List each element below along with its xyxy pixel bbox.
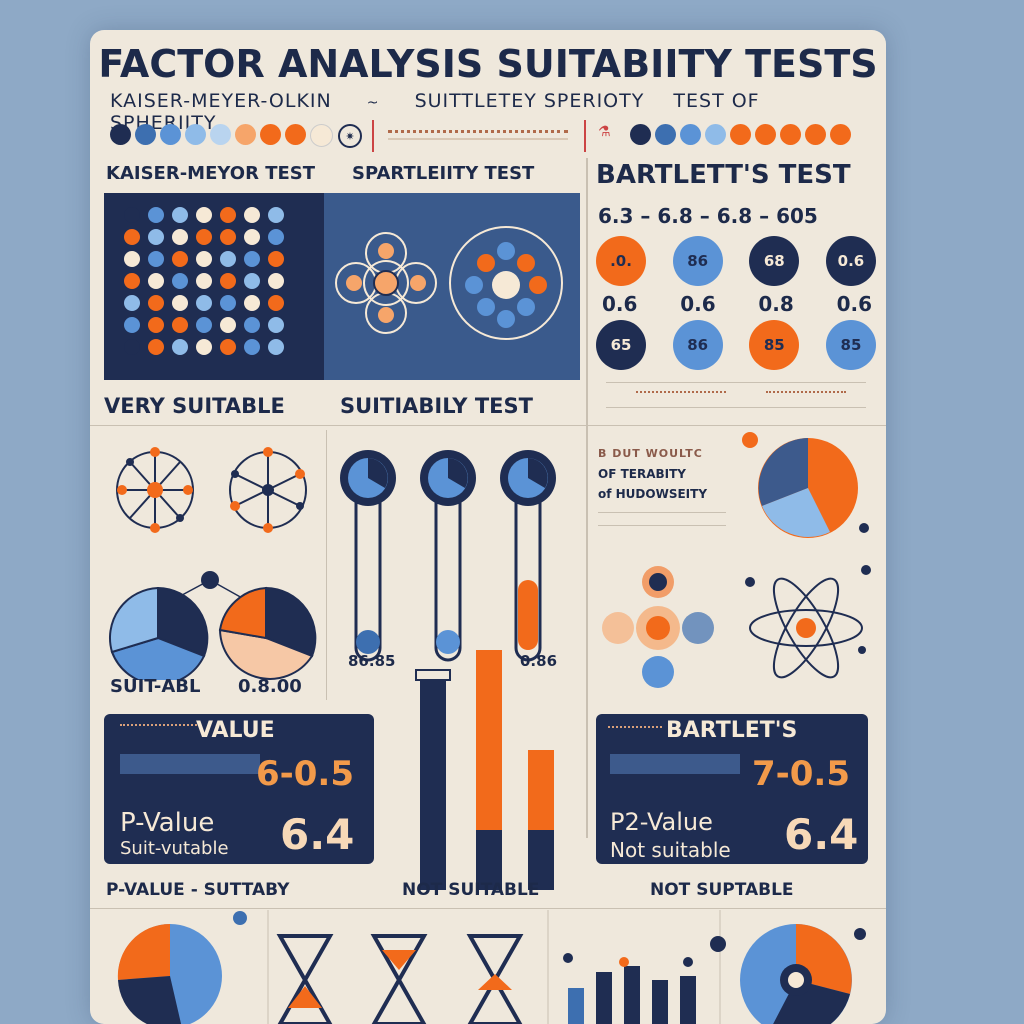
page-title: FACTOR ANALYSIS SUITABIITY TESTS (98, 42, 878, 86)
row-divider (90, 908, 886, 909)
small-print-box (372, 120, 586, 152)
result-range: 6-0.5 (256, 754, 354, 794)
kmo-test-label: KAISER-MEYOR TEST (106, 163, 316, 184)
bottom-label-right: NOT SUPTABLE (650, 880, 794, 900)
bartlett-circle: 65 (596, 320, 646, 370)
row-divider (90, 425, 886, 426)
bottom-icon-strip (117, 910, 866, 1024)
bartlett-value: 0.6 (836, 292, 872, 316)
kmo-dot-grid (124, 207, 286, 355)
result-range: 7-0.5 (752, 754, 850, 794)
bartlett-values-middle: 0.6 0.6 0.8 0.6 (602, 292, 872, 316)
p-value-label: P-Value (120, 808, 215, 838)
bartlett-value: 0.8 (758, 292, 794, 316)
bartlett-value: 0.6 (680, 292, 716, 316)
bartlett-result-panel: BARTLET'S 7-0.5 P2-Value Not suitable 6.… (596, 714, 868, 864)
bartlett-circles-top: .0. 86 68 0.6 (596, 236, 876, 286)
side-text-block: B DUT WOULTC OF TERABITY of HUDOWSEITY (598, 444, 707, 504)
subtitle-middle: SUITTLETEY SPERIOTY (414, 90, 645, 112)
suitable-label: SUIT-ABL (110, 676, 201, 697)
sphericity-panel (324, 193, 580, 380)
result-number: 6.4 (280, 810, 355, 859)
p-value-label: P2-Value (610, 808, 713, 836)
column-divider (586, 158, 588, 838)
column-divider (326, 430, 327, 700)
bartlett-footnote-box (606, 382, 866, 408)
subtitle-left: KAISER-MEYER-OLKIN (110, 90, 332, 112)
bartlett-range: 6.3 – 6.8 – 6.8 – 605 (598, 204, 818, 228)
atom-diagram (602, 565, 871, 688)
side-line: OF TERABITY (598, 467, 686, 481)
bartlett-circle: 0.6 (825, 236, 876, 286)
bartlett-test-label: BARTLETT'S TEST (596, 160, 851, 190)
infographic-poster: FACTOR ANALYSIS SUITABIITY TESTS KAISER-… (90, 30, 886, 1024)
bartlett-circles-bottom: 65 86 85 85 (596, 320, 876, 370)
side-line: of HUDOWSEITY (598, 487, 708, 501)
result-status: Not suitable (610, 838, 731, 862)
subtitle: KAISER-MEYER-OLKIN ~ SUITTLETEY SPERIOTY… (110, 90, 760, 134)
bartlett-circle: 85 (749, 320, 800, 370)
kmo-result-panel: VALUE 6-0.5 P-Value Suit-vutable 6.4 (104, 714, 374, 864)
bartlett-circle: .0. (596, 236, 646, 286)
bar-columns (415, 650, 554, 890)
suitability-test-label: SUITIABILY TEST (340, 394, 533, 418)
bar-value-right: 0.86 (520, 652, 558, 670)
result-heading: BARTLET'S (666, 718, 798, 743)
network-and-pie-diagram (109, 447, 317, 680)
bartlett-value: 0.6 (602, 292, 638, 316)
bar-value-left: 86.85 (348, 652, 396, 670)
sphericity-test-label: SPARTLEIITY TEST (352, 163, 535, 184)
result-heading: VALUE (196, 718, 275, 743)
bartlett-circle: 85 (825, 320, 876, 370)
color-dots-left (110, 124, 333, 147)
color-dots-right (630, 124, 851, 145)
molecule-diagram (335, 226, 563, 340)
result-number: 6.4 (784, 810, 859, 859)
side-rule (598, 512, 726, 526)
gauge-pendulums (340, 450, 556, 662)
atom-icon: ✷ (338, 124, 362, 148)
bartlett-circle: 86 (672, 236, 723, 286)
flask-icon: ⚗ (598, 124, 611, 140)
bottom-label-middle: NOT SUITABLE (402, 880, 540, 900)
bartlett-circle: 86 (672, 320, 723, 370)
very-suitable-label: VERY SUITABLE (104, 394, 285, 418)
bottom-label-left: P-VALUE - SUTTABY (106, 880, 290, 900)
kmo-dot-grid-panel (104, 193, 324, 380)
bartlett-circle: 68 (749, 236, 800, 286)
side-pie-chart (742, 432, 869, 538)
suitable-value: 0.8.00 (238, 676, 302, 697)
result-status: Suit-vutable (120, 838, 229, 859)
